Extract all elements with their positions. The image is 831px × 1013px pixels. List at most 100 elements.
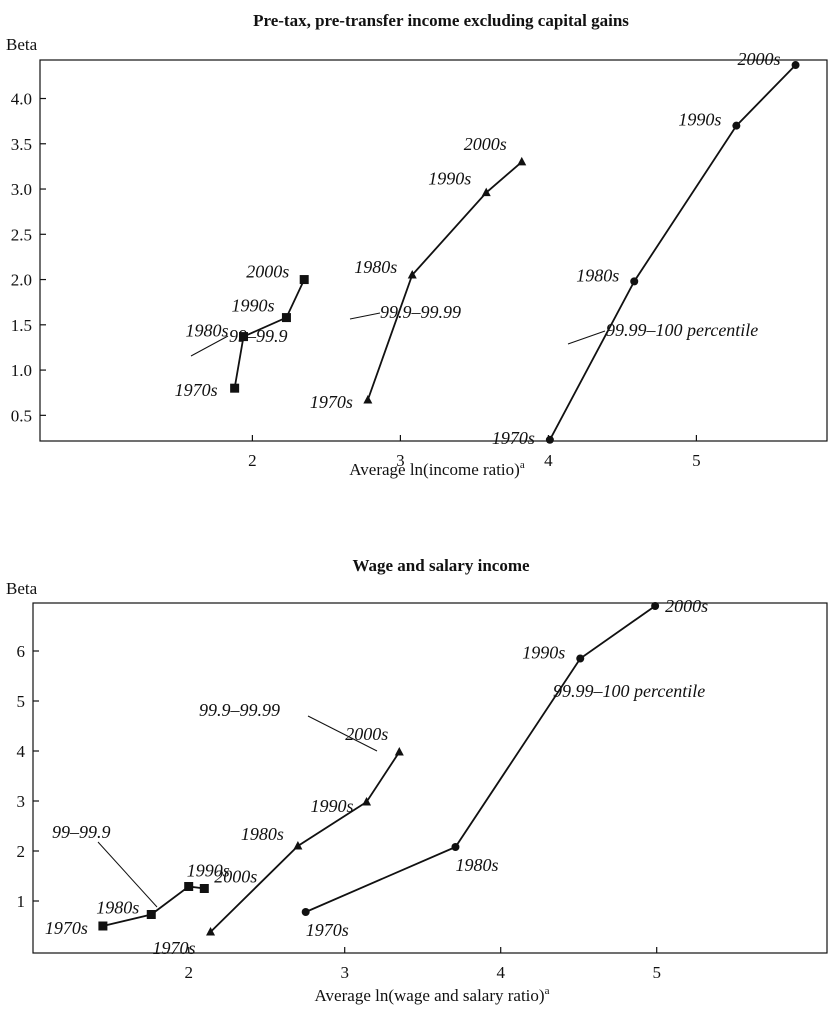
- panel-pretax: Pre-tax, pre-transfer income excluding c…: [6, 11, 828, 479]
- series-layer: 1970s1980s1990s2000s1970s1980s1990s2000s…: [45, 596, 708, 958]
- data-point-triangle: [407, 270, 417, 279]
- data-label: 1970s: [45, 918, 88, 938]
- x-tick-label: 3: [396, 451, 405, 470]
- x-axis-title: Average ln(income ratio)a: [349, 459, 525, 479]
- y-tick-label: 1: [17, 892, 26, 911]
- data-label: 1990s: [428, 169, 471, 189]
- y-tick-label: 3: [17, 792, 26, 811]
- data-label: 1980s: [576, 265, 619, 285]
- y-tick-label: 5: [17, 692, 26, 711]
- y-ticks: 0.5 1.0 1.5 2.0 2.5 3.0 3.5 4.0: [11, 90, 46, 425]
- data-point-triangle: [206, 927, 216, 936]
- series-label-99.99-100: 99.99–100 percentile: [553, 681, 705, 701]
- data-point-triangle: [517, 156, 527, 166]
- data-label: 2000s: [246, 262, 289, 282]
- y-tick-label: 2.0: [11, 271, 32, 290]
- data-point-square: [230, 383, 240, 393]
- data-point-triangle: [293, 841, 303, 850]
- leader-line-99.9-99.99: [307, 715, 378, 752]
- x-tick-label: 2: [184, 963, 193, 982]
- data-label: 1990s: [187, 861, 230, 881]
- leader-line-99-99.9: [97, 841, 158, 908]
- data-label: 1970s: [175, 380, 218, 400]
- y-tick-label: 1.0: [11, 361, 32, 380]
- x-tick-label: 3: [340, 963, 349, 982]
- y-axis-title: Beta: [6, 579, 38, 598]
- data-point-circle: [301, 908, 310, 916]
- data-label: 2000s: [345, 724, 388, 744]
- chart-title: Wage and salary income: [352, 556, 530, 575]
- data-label: 2000s: [214, 867, 257, 887]
- series-label-99.9-99.99: 99.9–99.99: [199, 700, 280, 720]
- x-tick-label: 4: [544, 451, 553, 470]
- y-tick-label: 2.5: [11, 225, 32, 244]
- series-line: [305, 605, 656, 913]
- data-point-triangle: [481, 187, 491, 197]
- x-tick-label: 2: [248, 451, 257, 470]
- data-label: 1970s: [306, 920, 349, 940]
- data-label: 1980s: [241, 824, 284, 844]
- x-tick-label: 5: [652, 963, 661, 982]
- plot-frame: [32, 602, 828, 954]
- data-point-triangle: [362, 797, 372, 806]
- data-label: 1980s: [455, 855, 498, 875]
- data-point-circle: [630, 277, 639, 286]
- data-label: 1990s: [311, 796, 354, 816]
- data-label: 1980s: [96, 898, 139, 918]
- data-point-square: [98, 921, 108, 931]
- data-point-square: [146, 910, 156, 919]
- y-tick-label: 6: [17, 642, 26, 661]
- series-line: [102, 885, 205, 927]
- y-tick-label: 3.0: [11, 180, 32, 199]
- data-point-square: [299, 275, 309, 285]
- y-tick-label: 3.5: [11, 135, 32, 154]
- series-line: [233, 279, 306, 389]
- series-label-99.99-100: 99.99–100 percentile: [606, 320, 758, 340]
- series-label-99.9-99.99: 99.9–99.99: [380, 302, 461, 322]
- data-label: 1980s: [354, 257, 397, 277]
- data-point-circle: [545, 435, 554, 444]
- x-tick-label: 5: [692, 451, 701, 470]
- data-label: 1990s: [678, 110, 721, 130]
- data-label: 1970s: [492, 428, 535, 448]
- chart-title: Pre-tax, pre-transfer income excluding c…: [253, 11, 629, 30]
- annotations: 99–99.9 99.9–99.99 99.99–100 percentile: [190, 302, 758, 357]
- data-point-circle: [791, 61, 800, 70]
- data-point-circle: [651, 602, 660, 610]
- series-layer: 1970s1980s1990s2000s1970s1980s1990s2000s…: [175, 49, 800, 448]
- series-line: [549, 64, 797, 441]
- leader-line-99-99.9: [190, 335, 229, 357]
- leader-line-99.99-100: [567, 330, 606, 345]
- series-label-99-99.9: 99–99.9: [52, 822, 111, 842]
- y-tick-label: 4.0: [11, 90, 32, 109]
- plot-frame: [39, 59, 828, 442]
- series-label-99-99.9: 99–99.9: [229, 326, 288, 346]
- series-line: [366, 161, 523, 401]
- y-tick-label: 4: [17, 742, 26, 761]
- annotations: 99–99.9 99.9–99.99 99.99–100 percentile: [52, 681, 705, 908]
- x-ticks: 2 3 4 5: [184, 947, 661, 982]
- data-point-circle: [576, 654, 585, 663]
- data-label: 1990s: [231, 296, 274, 316]
- y-ticks: 1 2 3 4 5 6: [17, 642, 39, 911]
- y-axis-title: Beta: [6, 35, 38, 54]
- y-tick-label: 0.5: [11, 406, 32, 425]
- data-point-square: [184, 882, 194, 891]
- x-tick-label: 4: [496, 963, 505, 982]
- data-point-triangle: [363, 394, 373, 404]
- data-label: 2000s: [665, 596, 708, 616]
- y-tick-label: 2: [17, 842, 26, 861]
- data-label: 1970s: [153, 938, 196, 958]
- data-point-square: [199, 884, 209, 893]
- leader-line-99.9-99.99: [349, 312, 381, 320]
- data-label: 2000s: [464, 134, 507, 154]
- data-label: 1990s: [522, 643, 565, 663]
- data-point-circle: [732, 121, 741, 130]
- data-label: 1970s: [310, 392, 353, 412]
- data-point-square: [281, 313, 291, 323]
- series-line: [209, 751, 401, 933]
- data-point-square: [239, 332, 249, 342]
- data-label: 1980s: [186, 321, 229, 341]
- data-point-triangle: [394, 747, 404, 756]
